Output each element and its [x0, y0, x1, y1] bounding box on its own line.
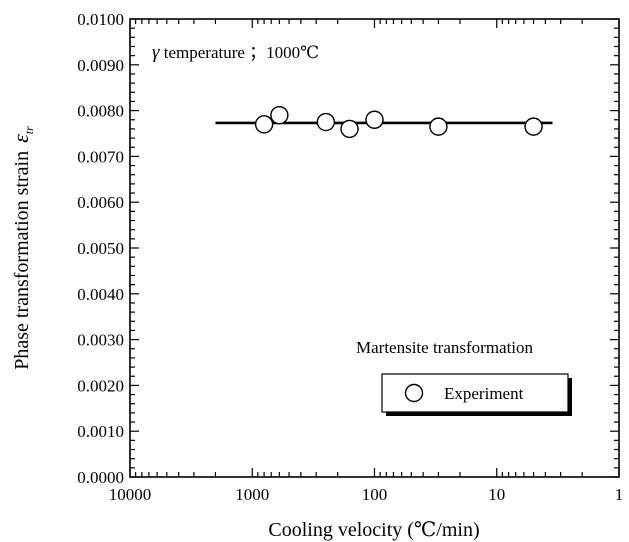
x-tick-label: 1000	[235, 485, 269, 504]
x-tick-labels: 10000 1000 100 10 1	[109, 485, 624, 504]
data-point	[365, 110, 384, 129]
gamma-text: temperature ；1000℃	[160, 43, 320, 62]
y-axis-title: Phase transformation strain εtr	[8, 126, 36, 370]
y-axis-title-text: Phase transformation strain	[11, 151, 33, 370]
y-tick-label: 0.0020	[77, 376, 124, 395]
transformation-annotation: Martensite transformation	[356, 338, 534, 357]
data-point	[524, 117, 543, 136]
y-axis-symbol: ε	[8, 134, 33, 143]
y-tick-label: 0.0040	[77, 285, 124, 304]
gamma-annotation: γ temperature ；1000℃	[152, 42, 319, 63]
data-point	[316, 112, 336, 132]
data-point	[429, 117, 448, 136]
x-axis-title: Cooling velocity (℃/min)	[268, 519, 479, 541]
y-tick-label: 0.0080	[77, 102, 124, 121]
y-tick-label: 0.0010	[77, 422, 124, 441]
x-tick-label: 10	[488, 485, 505, 504]
legend-marker-icon	[404, 383, 424, 403]
plot-frame	[129, 18, 620, 478]
y-tick-label: 0.0030	[77, 331, 124, 350]
x-tick-label: 10000	[109, 485, 152, 504]
y-axis-subscript: tr	[22, 126, 36, 134]
legend: Experiment	[381, 373, 572, 416]
data-point	[270, 105, 289, 125]
data-point	[254, 115, 274, 134]
y-tick-label: 0.0090	[77, 56, 124, 75]
y-tick-label: 0.0100	[77, 10, 124, 29]
gamma-symbol: γ	[152, 42, 160, 63]
svg-text:Phase transformation strainεtr: Phase transformation strain εtr	[8, 126, 36, 370]
x-tick-label: 100	[362, 485, 388, 504]
legend-label: Experiment	[444, 384, 524, 403]
y-tick-labels: 0.0000 0.0010 0.0020 0.0030 0.0040 0.0050 0.00…	[77, 10, 124, 487]
x-tick-label: 1	[615, 485, 624, 504]
y-tick-label: 0.0070	[77, 147, 124, 166]
data-points	[254, 105, 543, 139]
data-point	[340, 119, 359, 139]
y-tick-label: 0.0060	[77, 193, 124, 212]
y-tick-label: 0.0000	[77, 468, 124, 487]
y-tick-label: 0.0050	[77, 239, 124, 258]
